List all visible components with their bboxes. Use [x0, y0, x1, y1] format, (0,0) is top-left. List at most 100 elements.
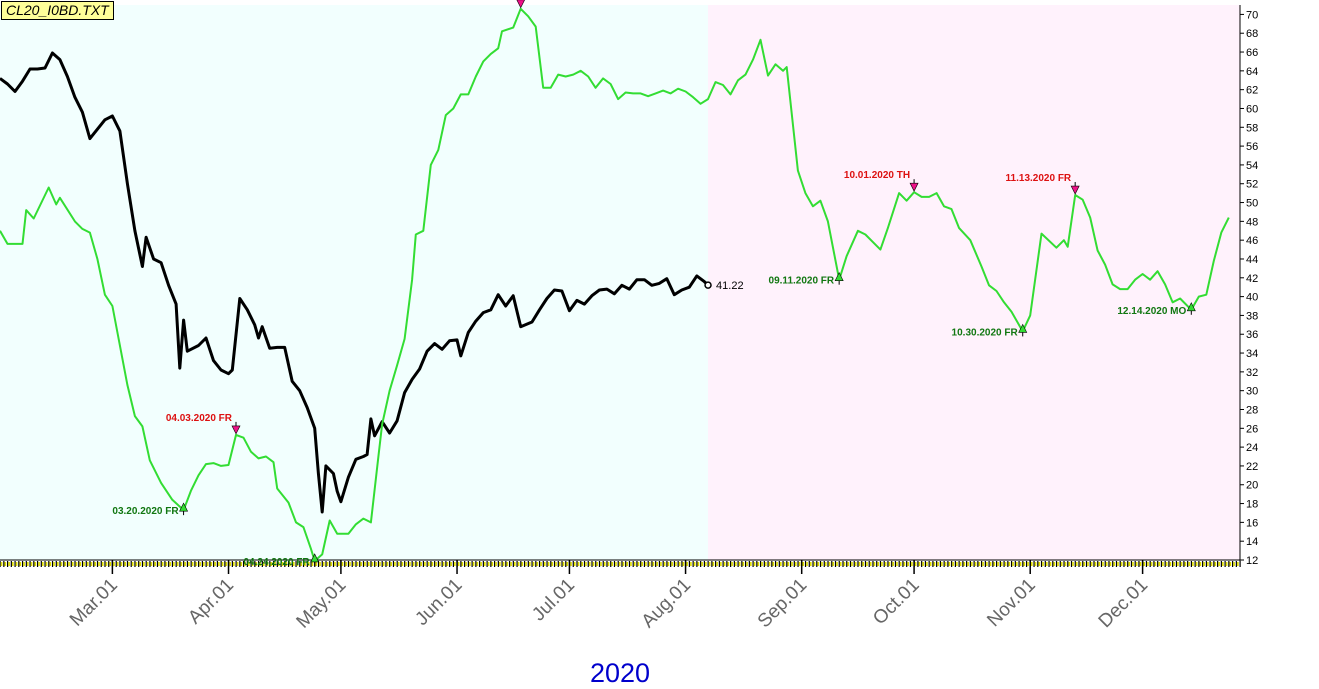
x-day-tick: [149, 561, 151, 567]
x-day-tick: [647, 561, 649, 567]
x-day-tick: [744, 561, 747, 567]
x-day-tick-fill: [978, 562, 981, 566]
x-day-tick: [1209, 561, 1211, 567]
x-day-tick-fill: [1180, 562, 1183, 566]
x-day-tick-fill: [1105, 562, 1108, 566]
x-day-tick-fill: [705, 562, 707, 566]
x-day-tick-fill: [656, 562, 658, 566]
x-day-tick: [887, 561, 889, 567]
x-day-tick: [786, 561, 788, 567]
x-day-tick: [857, 561, 859, 567]
x-day-tick: [171, 561, 174, 567]
x-day-tick: [632, 561, 634, 567]
x-day-tick: [924, 561, 927, 567]
y-tick-label: 38: [1246, 310, 1258, 322]
x-day-tick: [153, 561, 155, 567]
x-day-tick: [392, 561, 395, 567]
x-day-tick-fill: [738, 562, 741, 566]
x-day-tick-fill: [1210, 562, 1213, 566]
x-day-tick-fill: [431, 562, 434, 566]
x-day-tick-fill: [817, 562, 820, 566]
y-tick-label: 56: [1246, 141, 1258, 153]
x-day-tick-fill: [319, 562, 321, 566]
x-day-tick: [954, 561, 956, 567]
x-day-tick: [407, 561, 410, 567]
x-day-tick-fill: [199, 562, 201, 566]
x-day-tick-fill: [663, 562, 666, 566]
x-day-tick-fill: [502, 562, 505, 566]
x-day-tick-fill: [139, 562, 142, 566]
y-tick-label: 24: [1246, 442, 1258, 454]
x-day-tick-fill: [210, 562, 213, 566]
x-day-tick-fill: [806, 562, 808, 566]
x-day-tick-fill: [1225, 562, 1228, 566]
x-day-tick-fill: [360, 562, 363, 566]
x-day-tick: [984, 561, 986, 567]
x-day-tick: [104, 561, 106, 567]
x-day-tick-fill: [435, 562, 437, 566]
x-day-tick: [797, 561, 799, 567]
x-day-tick-fill: [176, 562, 179, 566]
x-day-tick: [108, 561, 110, 567]
x-day-tick-fill: [79, 562, 82, 566]
x-day-tick: [426, 561, 428, 567]
x-day-tick-fill: [929, 562, 932, 566]
x-day-tick: [576, 561, 578, 567]
x-day-tick-fill: [839, 562, 842, 566]
x-day-tick: [145, 561, 147, 567]
x-day-tick-fill: [974, 562, 977, 566]
x-day-tick-fill: [1218, 562, 1220, 566]
x-day-tick: [670, 561, 672, 567]
x-day-tick: [505, 561, 507, 567]
x-day-tick-fill: [768, 562, 771, 566]
x-day-tick-fill: [469, 562, 471, 566]
x-day-tick: [1157, 561, 1159, 567]
x-day-tick: [894, 561, 897, 567]
x-day-tick-fill: [1237, 562, 1239, 566]
x-day-tick: [643, 561, 646, 567]
x-day-tick-fill: [697, 562, 700, 566]
x-day-tick-fill: [454, 562, 456, 566]
x-day-tick-fill: [293, 562, 295, 566]
x-day-tick-fill: [203, 562, 205, 566]
x-day-tick: [96, 561, 99, 567]
x-day-tick: [617, 561, 619, 567]
x-day-tick-fill: [487, 562, 490, 566]
x-day-tick: [932, 561, 934, 567]
x-day-tick: [1074, 561, 1076, 567]
x-day-tick-fill: [1068, 562, 1071, 566]
x-day-tick-fill: [1053, 562, 1056, 566]
x-day-tick: [1130, 561, 1133, 567]
high-date-label: 10.01.2020 TH: [844, 170, 910, 181]
x-day-tick: [291, 561, 293, 567]
x-day-tick: [36, 561, 39, 567]
x-day-tick: [299, 561, 301, 567]
x-day-tick-fill: [124, 562, 127, 566]
x-day-tick: [542, 561, 544, 567]
x-tick-label: Oct.01: [869, 575, 923, 629]
x-day-tick-fill: [802, 562, 805, 566]
x-day-tick-fill: [622, 562, 625, 566]
x-day-tick-fill: [1023, 562, 1026, 566]
x-day-tick-fill: [465, 562, 467, 566]
x-day-tick-fill: [937, 562, 939, 566]
x-day-tick-fill: [686, 562, 688, 566]
x-day-tick-fill: [1139, 562, 1142, 566]
x-day-tick-fill: [944, 562, 947, 566]
file-name-label: CL20_I0BD.TXT: [1, 1, 114, 20]
x-day-tick-fill: [959, 562, 962, 566]
x-day-tick-fill: [1079, 562, 1082, 566]
x-day-tick-fill: [1162, 562, 1164, 566]
x-day-tick-fill: [1038, 562, 1041, 566]
x-day-tick-fill: [412, 562, 415, 566]
x-day-tick-fill: [843, 562, 846, 566]
x-day-tick: [804, 561, 807, 567]
year-label: 2020: [590, 658, 650, 688]
x-day-tick-fill: [618, 562, 621, 566]
x-day-tick: [1145, 561, 1148, 567]
x-day-tick-fill: [1012, 562, 1014, 566]
x-tick-label: Dec.01: [1095, 575, 1152, 632]
last-value-label: 41.22: [716, 280, 744, 292]
x-day-tick: [763, 561, 765, 567]
x-day-tick: [774, 561, 777, 567]
